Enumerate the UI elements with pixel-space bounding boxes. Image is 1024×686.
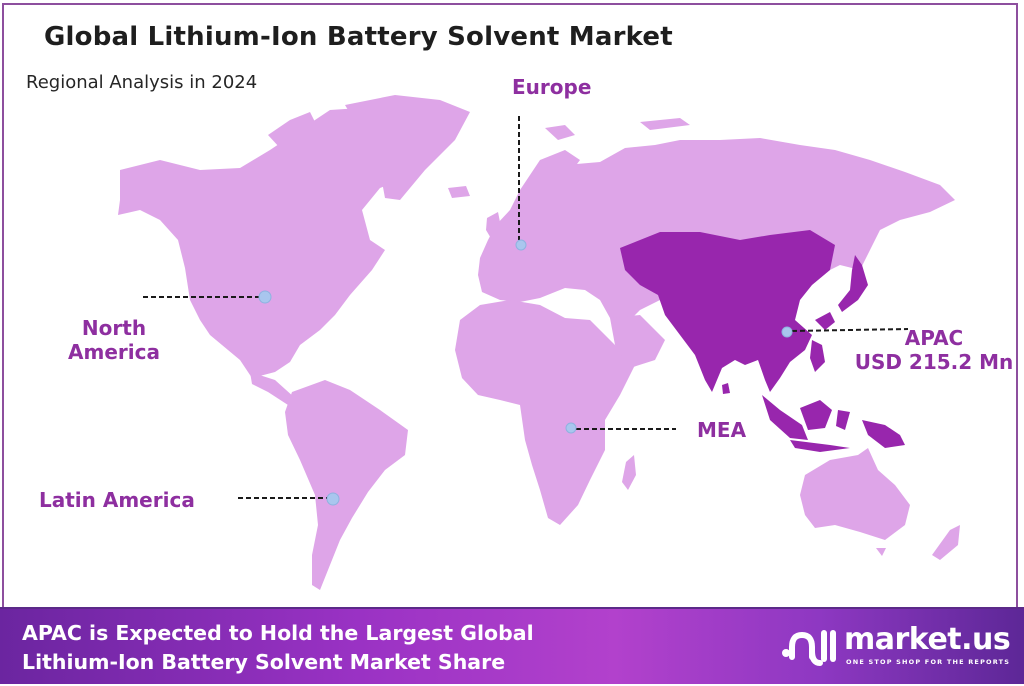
eurasia-shape [478, 138, 955, 325]
label-mea: MEA [697, 418, 746, 442]
chart-title: Global Lithium-Ion Battery Solvent Marke… [44, 22, 673, 52]
world-map [118, 95, 960, 590]
footer-headline-line1: APAC is Expected to Hold the Largest Glo… [22, 621, 534, 645]
label-mea-text: MEA [697, 418, 747, 442]
label-apac-value: USD 215.2 Mn [854, 350, 1014, 374]
australia-shape [800, 448, 910, 540]
brand-tagline: ONE STOP SHOP FOR THE REPORTS [846, 658, 1011, 666]
marker-europe[interactable] [515, 239, 527, 251]
japan-shape [838, 255, 868, 312]
papua-shape [862, 420, 905, 448]
label-latin-america: Latin America [39, 488, 195, 512]
apac-mainland-shape [620, 230, 835, 392]
greenland-shape [345, 95, 470, 200]
label-latin-america-text: Latin America [39, 488, 195, 512]
label-apac: APAC USD 215.2 Mn [846, 326, 1022, 374]
label-north-america-line1: North [81, 316, 147, 340]
south-america-shape [285, 380, 408, 590]
marker-latin-america[interactable] [326, 492, 340, 506]
marker-north-america[interactable] [258, 290, 272, 304]
label-europe: Europe [512, 75, 591, 99]
leader-line-apac [791, 328, 909, 332]
footer-headline: APAC is Expected to Hold the Largest Glo… [22, 619, 534, 677]
label-north-america: North America [58, 316, 170, 364]
chart-subtitle: Regional Analysis in 2024 [26, 72, 258, 93]
north-america-shape [118, 108, 400, 378]
leader-lines [143, 116, 909, 499]
marker-apac[interactable] [781, 326, 793, 338]
africa-shape [455, 300, 635, 525]
footer-headline-line2: Lithium-Ion Battery Solvent Market Share [22, 650, 506, 674]
brand-name: market.us [844, 622, 1011, 657]
land-masses [118, 95, 960, 590]
marker-mea[interactable] [565, 422, 577, 434]
market-us-logo-icon [782, 630, 836, 666]
footer-banner: APAC is Expected to Hold the Largest Glo… [0, 607, 1024, 684]
markers [258, 239, 793, 506]
label-north-america-line2: America [68, 340, 160, 364]
label-apac-name: APAC [904, 326, 964, 350]
apac-region [620, 230, 905, 452]
label-europe-text: Europe [512, 75, 592, 99]
chart-frame [2, 3, 1018, 607]
